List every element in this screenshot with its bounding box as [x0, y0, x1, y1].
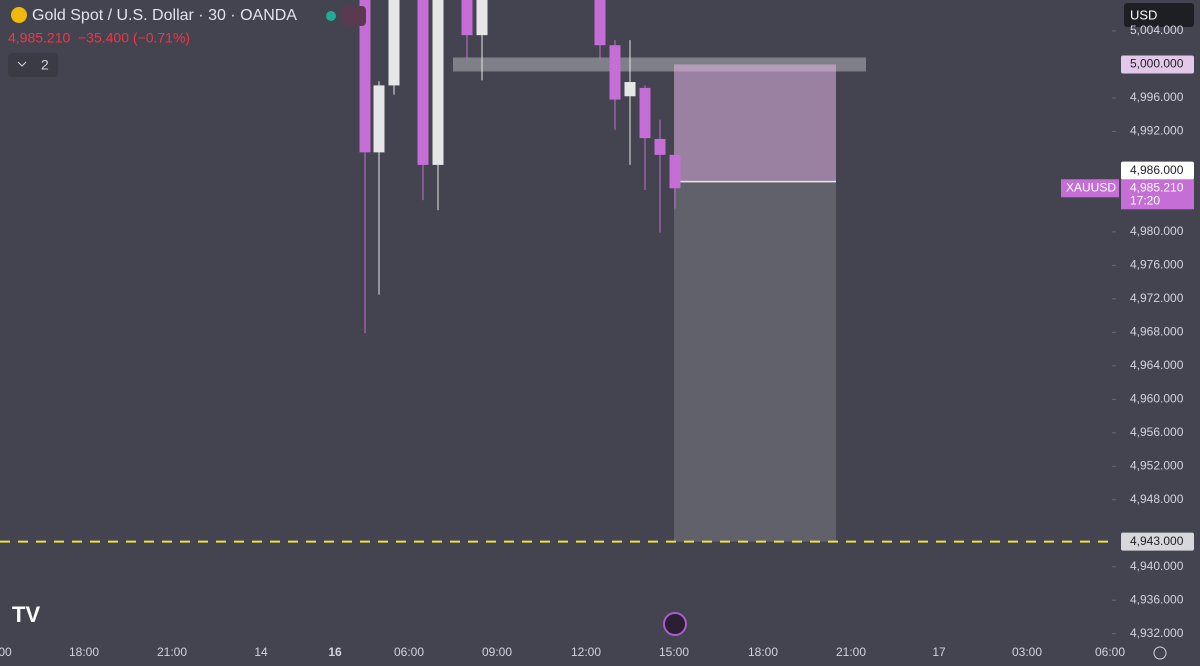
symbol-box	[1061, 179, 1119, 198]
stop-zone	[674, 181, 836, 542]
y-tick-label: 4,964.000	[1130, 358, 1184, 372]
y-tick-label: 4,980.000	[1130, 224, 1184, 238]
y-tick-label: 4,952.000	[1130, 458, 1184, 472]
candle-body	[669, 154, 681, 189]
y-tick-label: 4,940.000	[1130, 559, 1184, 573]
y-tick-label: 4,992.000	[1130, 124, 1184, 138]
candle-body	[388, 0, 400, 86]
entry-label-box	[1121, 161, 1194, 180]
x-tick-label: 14	[254, 645, 268, 659]
entry-label: 4,986.000	[1130, 163, 1184, 177]
target-label-box	[1121, 55, 1194, 74]
y-tick-label: 4,956.000	[1130, 425, 1184, 439]
last-price-label: 4,985.210	[1130, 180, 1184, 194]
candle-body	[417, 0, 429, 165]
target-label: 5,000.000	[1130, 57, 1184, 71]
x-tick-label: 00	[0, 645, 12, 659]
x-tick-label: 09:00	[482, 645, 512, 659]
y-tick-label: 4,976.000	[1130, 258, 1184, 272]
candle-body	[359, 0, 371, 153]
chevron	[17, 61, 27, 67]
candle-body	[432, 0, 444, 165]
candle-body	[594, 0, 606, 46]
currency: USD	[1130, 7, 1157, 22]
countdown: 17:20	[1130, 193, 1160, 207]
y-tick-label: 4,968.000	[1130, 325, 1184, 339]
symbol-title: Gold Spot / U.S. Dollar · 30 · OANDA	[32, 7, 297, 24]
x-tick-label: 12:00	[571, 645, 601, 659]
y-tick-label: 5,004.000	[1130, 23, 1184, 37]
stop-label-box	[1121, 532, 1194, 551]
x-tick-label: 18:00	[748, 645, 778, 659]
y-tick-label: 4,960.000	[1130, 391, 1184, 405]
y-tick-label: 4,972.000	[1130, 291, 1184, 305]
x-tick-label: 03:00	[1012, 645, 1042, 659]
x-tick-label: 21:00	[836, 645, 866, 659]
candle-body	[373, 85, 385, 153]
candle-body	[461, 0, 473, 36]
x-tick-label: 15:00	[659, 645, 689, 659]
y-tick-label: 4,996.000	[1130, 90, 1184, 104]
y-tick-label: 4,932.000	[1130, 626, 1184, 640]
collapse-count: 2	[41, 57, 49, 73]
candle-body	[609, 45, 621, 100]
symbol-icon	[11, 7, 27, 23]
y-tick-label: 4,936.000	[1130, 592, 1184, 606]
price-change: −35.400 (−0.71%)	[78, 30, 190, 46]
x-tick-label: 17	[932, 645, 946, 659]
indicator-toggle[interactable]	[8, 53, 58, 77]
candle-body	[476, 0, 488, 36]
x-tick-label: 06:00	[1095, 645, 1125, 659]
settings-button[interactable]	[1153, 646, 1167, 660]
last-price-box	[1121, 179, 1194, 210]
currency-button[interactable]	[1124, 3, 1194, 27]
x-tick-label: 18:00	[69, 645, 99, 659]
candle-body	[639, 87, 651, 139]
tv-logo: TV	[12, 602, 40, 627]
target-zone	[674, 64, 836, 182]
candle-body	[654, 138, 666, 155]
x-tick-label: 16	[328, 645, 342, 659]
symbol-label: XAUUSD	[1066, 180, 1116, 194]
x-tick-label: 21:00	[157, 645, 187, 659]
y-tick-label: 4,948.000	[1130, 492, 1184, 506]
market-status	[326, 11, 336, 21]
last-price: 4,985.210	[8, 30, 70, 46]
plot	[0, 0, 1112, 543]
x-tick-label: 06:00	[394, 645, 424, 659]
data-status	[342, 6, 366, 26]
replay-button[interactable]	[663, 612, 687, 636]
candle-body	[624, 82, 636, 97]
stop-label: 4,943.000	[1130, 534, 1184, 548]
